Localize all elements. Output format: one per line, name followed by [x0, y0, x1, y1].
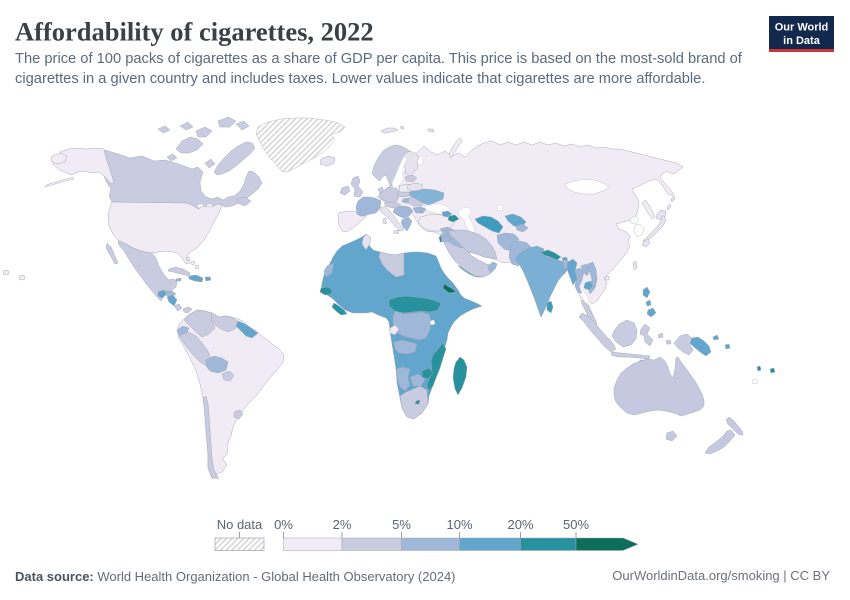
svg-text:Our World: Our World [775, 22, 829, 34]
svg-text:Affordability of cigarettes, 2: Affordability of cigarettes, 2022 [15, 17, 374, 47]
svg-text:5%: 5% [392, 517, 411, 532]
svg-text:OurWorldinData.org/smoking | C: OurWorldinData.org/smoking | CC BY [612, 568, 830, 583]
svg-text:The price of 100 packs of ciga: The price of 100 packs of cigarettes as … [15, 51, 743, 67]
svg-text:2%: 2% [333, 517, 352, 532]
svg-text:0%: 0% [274, 517, 293, 532]
svg-text:Data source: World Health Orga: Data source: World Health Organization -… [15, 569, 456, 584]
svg-text:in Data: in Data [783, 35, 821, 47]
svg-text:50%: 50% [563, 517, 589, 532]
svg-text:20%: 20% [507, 517, 533, 532]
svg-text:10%: 10% [446, 517, 472, 532]
svg-text:cigarettes in a given country: cigarettes in a given country and includ… [15, 71, 705, 87]
svg-text:No data: No data [217, 517, 263, 532]
